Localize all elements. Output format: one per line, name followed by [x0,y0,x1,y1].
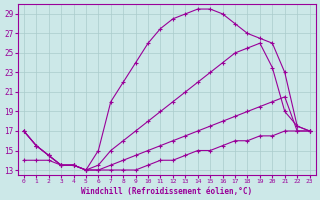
X-axis label: Windchill (Refroidissement éolien,°C): Windchill (Refroidissement éolien,°C) [81,187,252,196]
